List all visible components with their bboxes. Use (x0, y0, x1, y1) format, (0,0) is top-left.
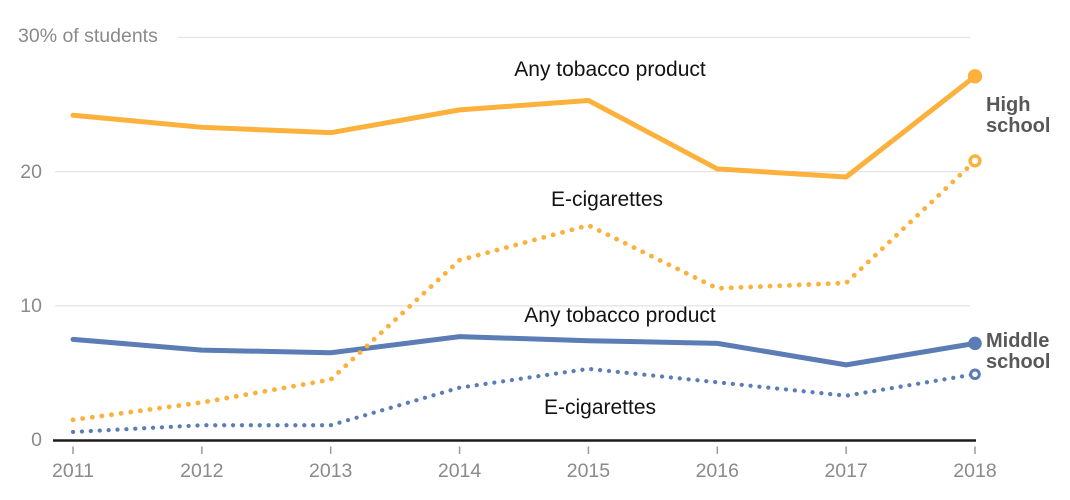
y-axis-unit-label: 30% of students (18, 25, 158, 48)
x-tick-label-2013: 2013 (309, 460, 353, 482)
annotation-hs-any-tobacco: Any tobacco product (514, 58, 706, 81)
x-tick-label-2012: 2012 (180, 460, 224, 482)
annotation-ms-ecigarettes: E-cigarettes (543, 396, 657, 419)
group-label-high-school: High school (986, 94, 1051, 137)
y-tick-label-0: 0 (31, 429, 42, 451)
series-ms-ecigarettes-line (70, 366, 978, 435)
annotation-hs-ecigarettes: E-cigarettes (550, 188, 664, 211)
x-tick-label-2017: 2017 (824, 460, 868, 482)
series-hs-any-tobacco-end-marker (967, 69, 983, 84)
x-tick-label-2016: 2016 (695, 460, 739, 482)
x-tick-label-2011: 2011 (52, 460, 94, 482)
group-label-middle-school: Middle school (986, 330, 1051, 373)
y-tick-label-20: 20 (20, 160, 42, 183)
y-tick-label-10: 10 (20, 294, 42, 317)
series-ms-any-tobacco-line (70, 334, 978, 368)
series-ms-ecigarettes-end-marker (969, 368, 981, 381)
series-ms-any-tobacco-end-marker (968, 336, 982, 351)
annotation-ms-any-tobacco: Any tobacco product (524, 304, 716, 327)
series-hs-ecigarettes-end-marker (968, 154, 982, 168)
x-tick-label-2018: 2018 (953, 460, 997, 482)
series-hs-any-tobacco-line (70, 73, 978, 180)
x-tick-label-2015: 2015 (566, 460, 611, 482)
series-hs-ecigarettes-line (70, 158, 978, 423)
x-tick-label-2014: 2014 (437, 460, 482, 482)
